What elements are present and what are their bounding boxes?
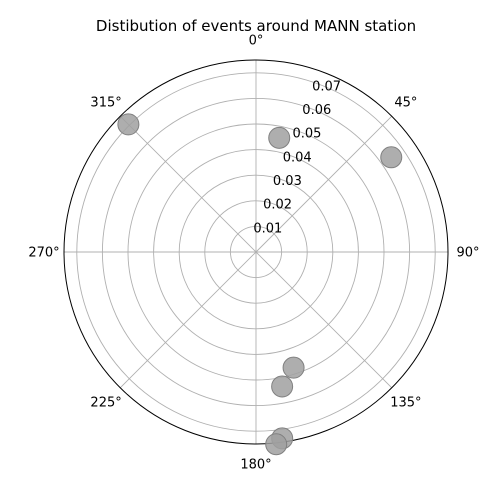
tick-labels: 0° 45° 90° 135° 180° 225° 270° 315° 0.01 0.02 0.03… <box>28 34 479 473</box>
polar-frame <box>63 59 449 445</box>
chart-title: Distibution of events around MANN statio… <box>96 17 416 35</box>
angular-gridline-7 <box>119 115 257 253</box>
theta-tick-label-7: 315° <box>90 96 121 111</box>
angular-gridline-3 <box>255 251 393 389</box>
data-point-3 <box>282 356 305 379</box>
r-tick-label-2: 0.03 <box>273 174 302 189</box>
data-point-0 <box>268 126 291 149</box>
theta-tick-label-4: 180° <box>240 458 271 473</box>
angular-gridline-5 <box>119 251 257 389</box>
theta-tick-label-0: 0° <box>249 34 264 49</box>
data-point-2 <box>117 113 140 136</box>
angular-gridline-1 <box>255 115 393 253</box>
r-tick-label-0: 0.01 <box>253 221 282 236</box>
data-point-4 <box>271 375 294 398</box>
polar-grid <box>63 59 449 445</box>
theta-tick-label-3: 135° <box>390 395 421 410</box>
data-points <box>117 113 403 456</box>
data-point-1 <box>380 146 403 169</box>
r-tick-label-6: 0.07 <box>312 79 341 94</box>
theta-tick-label-1: 45° <box>394 96 417 111</box>
r-tick-label-5: 0.06 <box>302 103 331 118</box>
theta-tick-label-6: 270° <box>28 246 59 261</box>
r-tick-label-1: 0.02 <box>263 198 292 213</box>
r-tick-label-4: 0.05 <box>293 127 322 142</box>
theta-tick-label-5: 225° <box>90 395 121 410</box>
theta-tick-label-2: 90° <box>456 246 479 261</box>
r-tick-label-3: 0.04 <box>283 150 312 165</box>
data-point-6 <box>265 433 288 456</box>
